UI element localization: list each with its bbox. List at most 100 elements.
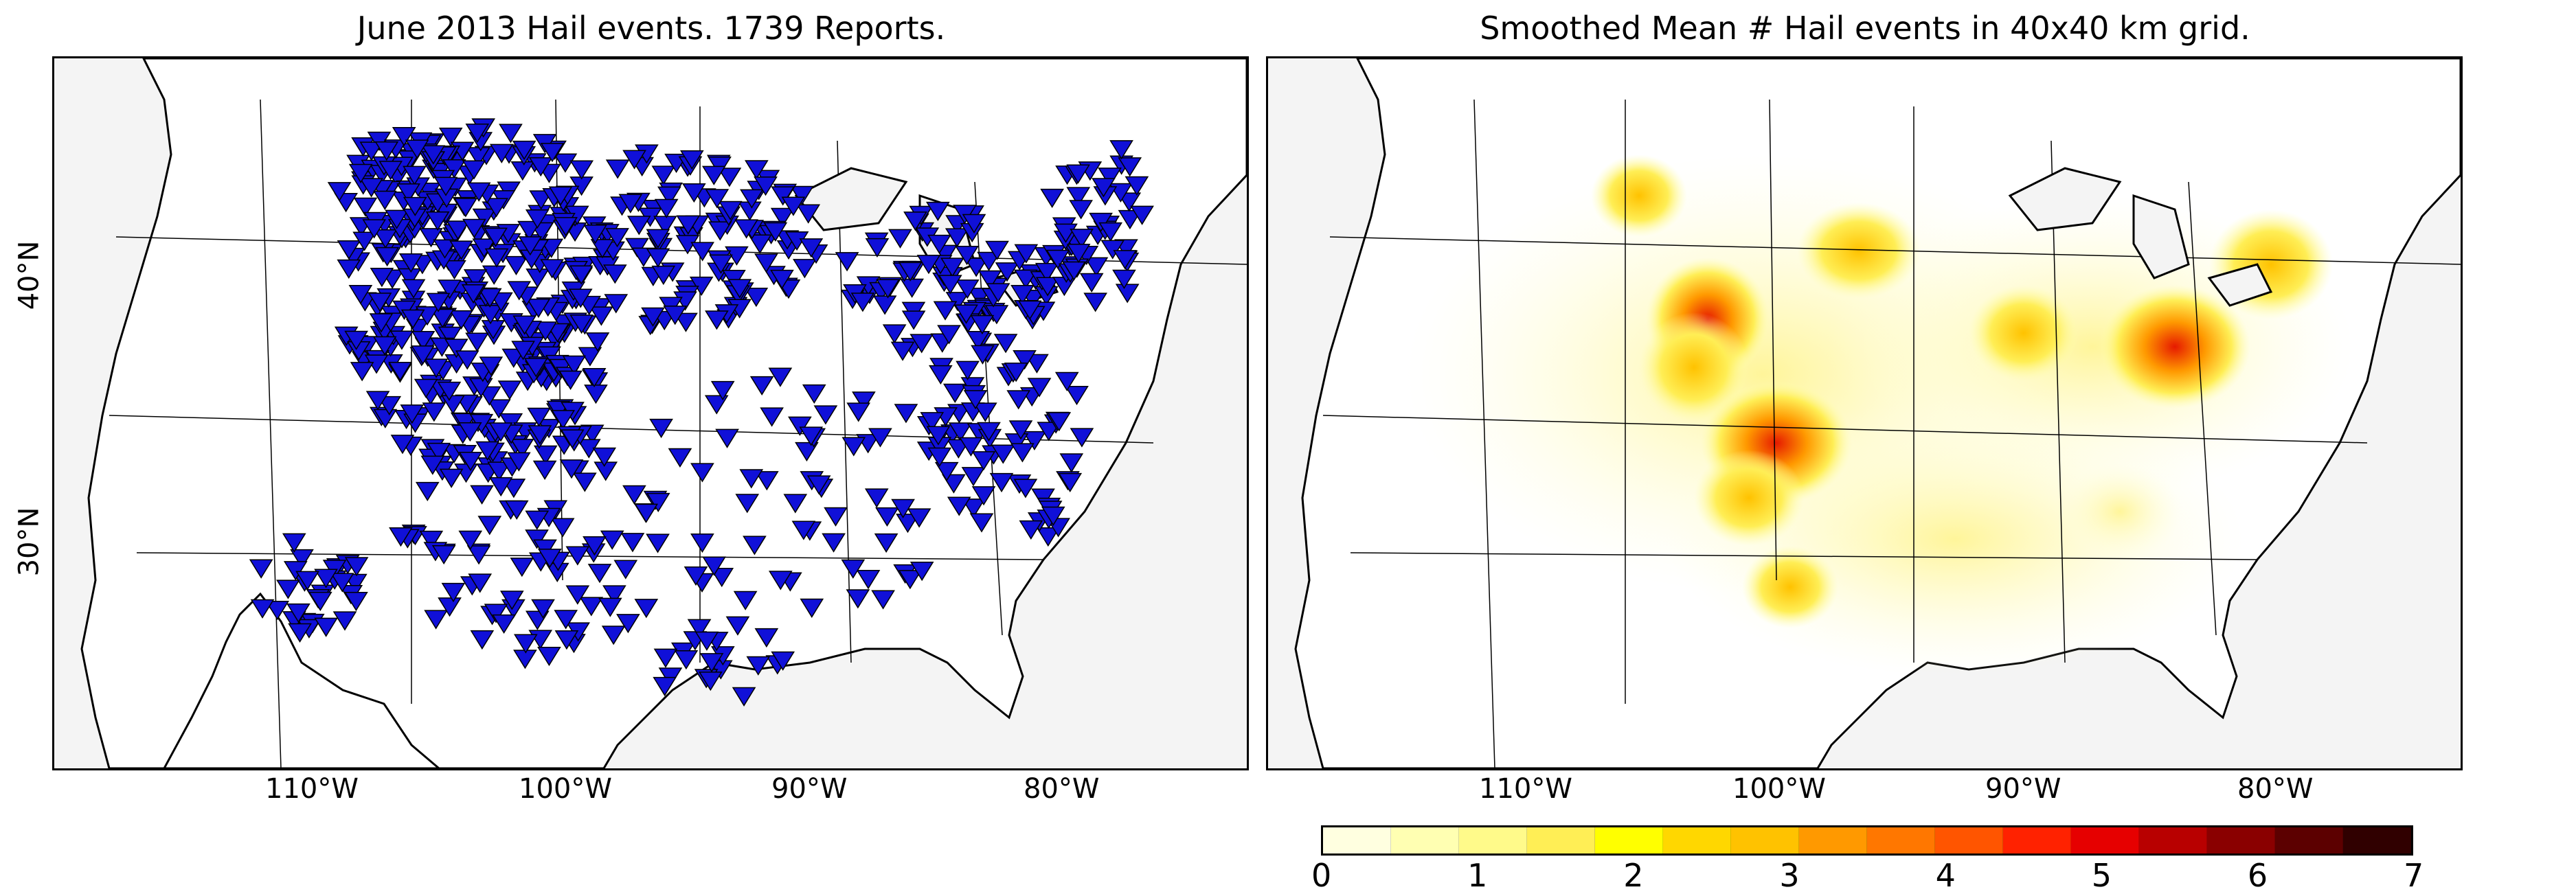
hail-report-marker xyxy=(504,500,529,520)
hail-report-marker xyxy=(955,279,980,299)
hail-report-marker xyxy=(583,225,607,244)
hail-report-marker xyxy=(956,360,980,380)
hail-report-marker xyxy=(512,140,536,161)
hail-report-marker xyxy=(457,422,482,442)
hail-report-marker xyxy=(565,585,590,605)
hail-report-marker xyxy=(433,239,457,259)
hail-report-marker xyxy=(995,262,1019,282)
colorbar-segment xyxy=(1799,827,1867,853)
right-map-title: Smoothed Mean # Hail events in 40x40 km … xyxy=(1480,10,2250,47)
hail-report-marker xyxy=(601,626,626,645)
hail-report-marker xyxy=(531,599,555,619)
hail-report-marker xyxy=(625,238,649,257)
hail-report-marker xyxy=(734,219,758,239)
hail-report-marker xyxy=(770,207,795,227)
state-borders xyxy=(1322,99,2461,768)
hail-report-marker xyxy=(283,561,308,581)
hail-report-marker xyxy=(747,234,772,254)
hail-report-marker xyxy=(401,279,426,299)
hail-report-marker xyxy=(1100,240,1125,260)
hail-report-marker xyxy=(771,186,795,206)
hail-report-marker xyxy=(699,653,724,673)
left-xtick-110: 110°W xyxy=(265,773,359,805)
hail-report-marker xyxy=(415,481,440,502)
hail-report-marker xyxy=(337,259,361,279)
hail-report-marker xyxy=(444,339,468,358)
hail-report-marker xyxy=(583,536,607,556)
colorbar xyxy=(1321,825,2413,856)
hail-report-marker xyxy=(438,279,462,299)
hail-report-marker xyxy=(348,163,373,183)
colorbar-segment xyxy=(1867,827,1935,853)
hail-report-marker xyxy=(438,127,463,148)
hail-report-marker xyxy=(553,153,578,173)
hail-report-marker xyxy=(569,160,594,180)
hail-report-marker xyxy=(622,150,646,170)
hail-report-marker xyxy=(781,196,806,216)
hail-report-marker xyxy=(890,341,915,361)
hail-report-marker xyxy=(891,498,915,518)
hail-report-marker xyxy=(945,228,969,248)
hail-report-marker xyxy=(955,245,979,266)
hail-report-marker xyxy=(484,227,508,247)
colorbar-segment xyxy=(2071,827,2139,853)
hail-report-marker xyxy=(646,229,670,249)
hail-report-marker xyxy=(276,580,300,599)
hail-report-marker xyxy=(484,604,508,623)
hail-report-marker xyxy=(928,365,953,385)
hail-report-marker xyxy=(783,494,808,514)
hail-report-marker xyxy=(462,160,486,180)
hail-report-marker xyxy=(568,288,593,308)
left-ytick-30n: 30°N xyxy=(13,507,45,577)
hail-report-marker xyxy=(954,304,978,324)
hail-report-marker xyxy=(978,270,1002,290)
hail-report-marker xyxy=(1036,527,1061,547)
hail-report-marker xyxy=(308,591,332,612)
colorbar-segment xyxy=(1663,827,1731,853)
hail-report-marker xyxy=(865,238,890,258)
hail-report-marker xyxy=(926,426,951,446)
hail-report-marker xyxy=(740,189,764,209)
hail-report-marker xyxy=(791,520,816,540)
hail-report-marker xyxy=(1092,178,1116,198)
hail-report-marker xyxy=(314,569,338,588)
hail-report-marker xyxy=(702,556,726,576)
hail-report-marker xyxy=(486,399,511,419)
hail-report-marker xyxy=(540,143,565,163)
left-xtick-90: 90°W xyxy=(771,773,848,805)
hail-report-marker xyxy=(565,546,590,566)
hail-report-marker xyxy=(646,248,670,268)
hail-report-marker xyxy=(841,559,866,579)
hail-report-marker xyxy=(389,527,413,547)
hail-report-marker xyxy=(1069,200,1093,220)
hail-report-marker xyxy=(1065,385,1089,406)
hail-report-marker xyxy=(973,402,997,422)
hail-report-marker xyxy=(717,168,742,187)
hail-report-marker xyxy=(314,617,338,637)
hail-report-marker xyxy=(745,160,769,180)
hail-report-marker xyxy=(507,281,532,301)
hail-report-marker xyxy=(1079,273,1104,293)
hail-report-marker xyxy=(427,442,451,463)
hail-report-marker xyxy=(1040,188,1064,209)
hail-report-marker xyxy=(1004,433,1029,453)
hail-report-marker xyxy=(876,279,900,299)
hail-report-marker xyxy=(715,428,739,448)
hail-report-marker xyxy=(513,634,538,654)
hail-report-marker xyxy=(388,362,412,382)
hail-report-marker xyxy=(592,447,617,467)
hail-report-marker xyxy=(438,326,462,346)
hail-report-marker xyxy=(835,252,859,272)
hail-report-marker xyxy=(646,534,670,553)
hail-report-marker xyxy=(868,428,892,448)
hail-report-marker xyxy=(824,507,848,527)
hail-report-marker xyxy=(372,336,397,356)
hail-report-marker xyxy=(604,294,629,314)
hail-report-marker xyxy=(390,435,415,455)
hail-report-marker xyxy=(533,445,558,465)
hail-report-marker xyxy=(431,545,456,565)
hail-report-marker xyxy=(1022,431,1047,451)
hail-report-marker xyxy=(970,314,995,335)
hail-report-marker xyxy=(796,204,821,224)
hail-report-marker xyxy=(250,599,275,619)
